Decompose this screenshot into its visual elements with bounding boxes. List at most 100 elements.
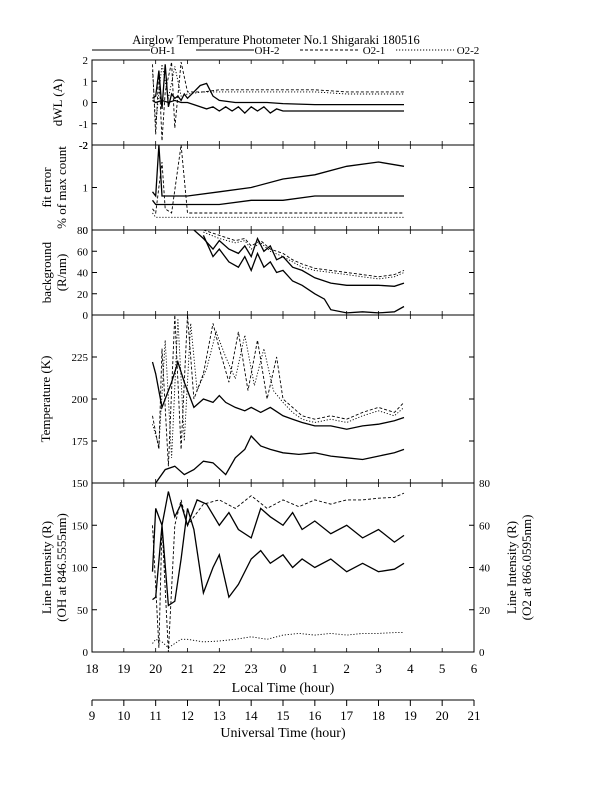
y-tick-label: 0 — [83, 310, 89, 322]
series-line-oh-1 — [151, 145, 405, 198]
universal-time-tick-label: 18 — [372, 708, 385, 723]
series-line-oh-2 — [151, 195, 404, 206]
y-tick-label: 0 — [83, 98, 89, 110]
series-line-oh-1 — [152, 64, 404, 109]
y-axis-label-2: % of max count — [54, 146, 69, 229]
y-tick-label: 2 — [83, 140, 89, 152]
universal-time-tick-label: 10 — [117, 708, 130, 723]
series-line-o2-1 — [203, 230, 405, 278]
local-time-tick-label: 20 — [149, 661, 162, 676]
y-tick-label: -2 — [79, 140, 88, 152]
legend-label-oh-2: OH-2 — [254, 45, 279, 57]
universal-time-tick-label: 9 — [89, 708, 96, 723]
y2-tick-label: 0 — [479, 647, 485, 659]
y-tick-label: 225 — [72, 352, 89, 364]
local-time-tick-label: 19 — [117, 661, 130, 676]
local-time-tick-label: 0 — [280, 661, 287, 676]
local-time-tick-label: 1 — [312, 661, 319, 676]
universal-time-tick-label: 14 — [245, 708, 259, 723]
local-time-tick-label: 21 — [181, 661, 194, 676]
series-line-o2-1 — [152, 145, 404, 215]
y-top-label: -2 — [79, 140, 88, 152]
local-time-tick-label: 2 — [343, 661, 350, 676]
y-axis-label: dWL (A) — [50, 79, 65, 127]
panel-frame — [91, 59, 475, 146]
local-time-tick-label: 22 — [213, 661, 226, 676]
y-axis-label: Temperature (K) — [38, 356, 53, 443]
universal-time-tick-label: 19 — [404, 708, 417, 723]
y-tick-label: 0 — [83, 225, 89, 237]
panel-background: 80 60 40 20 0 background (R/nm) — [39, 225, 475, 322]
y-tick-label: 80 — [77, 225, 89, 237]
series-line-o2-2 — [152, 318, 405, 458]
y2-tick-label: 80 — [479, 478, 491, 490]
series-line-oh-2 — [155, 434, 405, 483]
series-line-o2-1 — [152, 492, 405, 652]
panel-frame — [91, 482, 475, 653]
y-axis-label: Line Intensity (R) — [39, 521, 54, 614]
universal-time-tick-label: 17 — [340, 708, 354, 723]
local-time-tick-label: 6 — [471, 661, 478, 676]
series-line-oh-1 — [151, 491, 405, 572]
universal-time-tick-label: 15 — [277, 708, 290, 723]
y-tick-label: 40 — [77, 268, 89, 280]
y-tick-label: 20 — [77, 289, 89, 301]
legend-label-o2-1: O2-1 — [363, 45, 386, 57]
legend-label-o2-2: O2-2 — [457, 45, 480, 57]
chart-bottom-axes: 18 19 20 21 22 23 0 1 2 3 4 5 69 10 11 12 13 14 15 16 17 18 19… — [86, 661, 481, 723]
panel-fiterr: 2 1 0 -2 fit error% of max count — [39, 140, 475, 237]
series-line-o2-2 — [152, 212, 404, 218]
local-time-tick-label: 5 — [439, 661, 446, 676]
universal-time-tick-label: 21 — [468, 708, 481, 723]
local-time-tick-label: 18 — [86, 661, 99, 676]
series-line-o2-2 — [152, 632, 404, 649]
series-line-o2-2 — [203, 231, 405, 280]
series-line-oh-2 — [152, 508, 405, 607]
panel-frame — [91, 229, 475, 316]
series-line-oh-1 — [151, 359, 405, 430]
universal-time-tick-label: 11 — [149, 708, 162, 723]
series-line-o2-1 — [152, 62, 404, 141]
y-tick-label: 2 — [83, 55, 89, 67]
y-tick-label: 50 — [77, 605, 89, 617]
y2-axis-label: Line Intensity (R) — [504, 521, 519, 614]
y-tick-label: 175 — [72, 436, 89, 448]
local-time-axis-label: Local Time (hour) — [232, 681, 335, 696]
universal-time-axis-label: Universal Time (hour) — [220, 726, 346, 741]
y-axis-label: fit error — [39, 167, 54, 208]
series-line-o2-2 — [152, 64, 404, 124]
y2-tick-label: 60 — [479, 520, 491, 532]
y-tick-label: 150 — [72, 520, 89, 532]
panel-temperature: 225 200 175 150 Temperature (K) — [38, 314, 475, 490]
series-line-oh-2 — [202, 235, 405, 314]
y-tick-label: 200 — [72, 394, 89, 406]
y-tick-label: 150 — [72, 478, 89, 490]
universal-time-tick-label: 20 — [436, 708, 449, 723]
y2-tick-label: 40 — [479, 563, 491, 575]
universal-time-tick-label: 16 — [308, 708, 322, 723]
y2-axis-label-2: (O2 at 866.0595nm) — [519, 515, 534, 621]
y-tick-label: 0 — [83, 647, 89, 659]
y2-tick-label: 20 — [479, 605, 491, 617]
panel-frame — [91, 314, 475, 484]
panel-dwl: 2 1 0 -1 -2 dWL (A) — [50, 55, 475, 152]
local-time-tick-label: 4 — [407, 661, 414, 676]
chart-title: Airglow Temperature Photometer No.1 Shig… — [132, 33, 420, 47]
series-line-o2-1 — [152, 315, 405, 467]
y-axis-label-2: (R/nm) — [54, 254, 69, 292]
local-time-tick-label: 23 — [245, 661, 258, 676]
y-axis-label: background — [39, 241, 54, 303]
universal-time-tick-label: 12 — [181, 708, 194, 723]
legend-label-oh-1: OH-1 — [150, 45, 175, 57]
y-axis-label-2: (OH at 846.5555nm) — [54, 513, 69, 622]
series-line-oh-2 — [152, 99, 404, 115]
y-tick-label: 100 — [72, 563, 89, 575]
universal-time-tick-label: 13 — [213, 708, 226, 723]
local-time-tick-label: 3 — [375, 661, 382, 676]
y-tick-label: 1 — [83, 76, 89, 88]
y-tick-label: 1 — [83, 183, 89, 195]
chart-legend: OH-1 OH-2 O2-1 O2-2 — [92, 45, 479, 57]
